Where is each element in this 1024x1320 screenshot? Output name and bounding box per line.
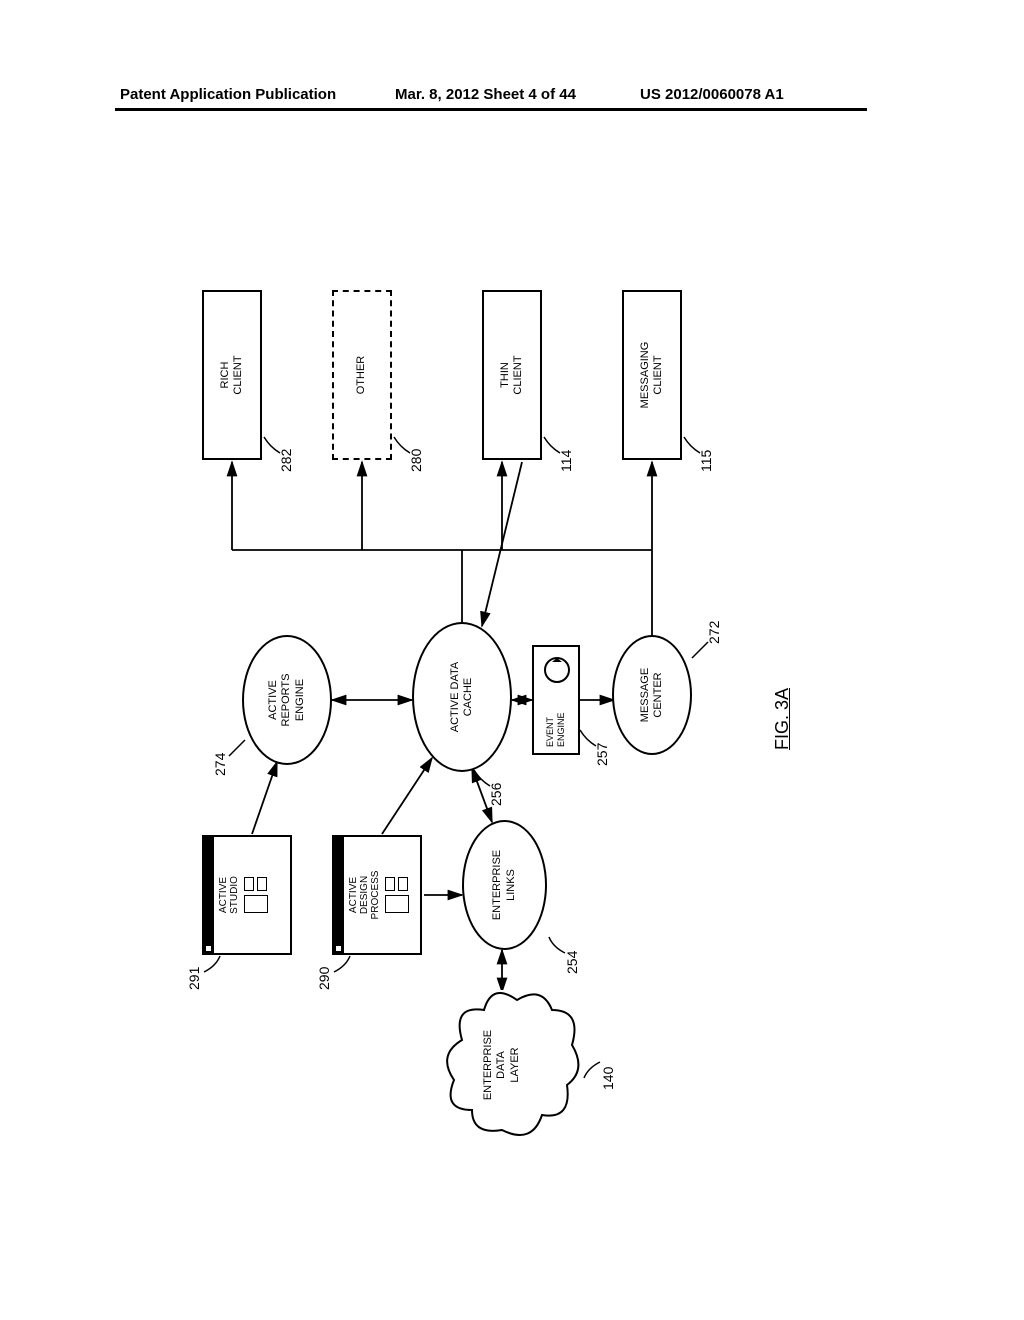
node-active-reports-engine: ACTIVE REPORTS ENGINE (242, 635, 332, 765)
node-label: ACTIVE DATA CACHE (449, 662, 475, 733)
node-messaging-client: MESSAGING CLIENT (622, 290, 682, 460)
ref-272: 272 (706, 621, 722, 644)
node-other: OTHER (332, 290, 392, 460)
node-label: RICH CLIENT (219, 355, 245, 394)
lead-icon (582, 1060, 602, 1080)
ref-291: 291 (186, 967, 202, 990)
node-label: ENTERPRISE DATA LAYER (482, 1030, 522, 1100)
node-active-data-cache: ACTIVE DATA CACHE (412, 622, 512, 772)
ref-282: 282 (278, 449, 294, 472)
hdr-docno: US 2012/0060078 A1 (640, 86, 784, 103)
node-label: THIN CLIENT (499, 355, 525, 394)
figure-canvas: ENTERPRISE DATA LAYER ENTERPRISE LINKS A… (172, 250, 852, 1150)
ref-274: 274 (212, 753, 228, 776)
figure-label: FIG. 3A (772, 688, 793, 750)
node-label: EVENT ENGINE (545, 712, 567, 747)
node-enterprise-links: ENTERPRISE LINKS (462, 820, 547, 950)
node-label: ACTIVE REPORTS ENGINE (267, 674, 307, 727)
node-active-studio: ACTIVE STUDIO (202, 835, 292, 955)
ref-114: 114 (558, 450, 574, 472)
lead-icon (227, 738, 247, 758)
node-label: ACTIVE STUDIO (218, 843, 240, 947)
node-event-engine: EVENT ENGINE (532, 645, 580, 755)
node-label: OTHER (355, 356, 368, 395)
node-enterprise-data-layer: ENTERPRISE DATA LAYER (422, 990, 582, 1140)
node-thin-client: THIN CLIENT (482, 290, 542, 460)
ref-115: 115 (698, 450, 714, 472)
ref-256: 256 (488, 783, 504, 806)
ref-257: 257 (594, 743, 610, 766)
node-label: ENTERPRISE LINKS (491, 850, 517, 920)
hdr-pub: Patent Application Publication (120, 86, 336, 103)
ref-140: 140 (600, 1067, 616, 1090)
node-label: ACTIVE DESIGN PROCESS (348, 843, 381, 947)
node-rich-client: RICH CLIENT (202, 290, 262, 460)
hdr-date: Mar. 8, 2012 Sheet 4 of 44 (395, 86, 576, 103)
ref-290: 290 (316, 967, 332, 990)
hdr-rule (115, 108, 867, 111)
node-label: MESSAGING CLIENT (639, 342, 665, 409)
lead-icon (332, 954, 352, 974)
ref-280: 280 (408, 449, 424, 472)
node-label: MESSAGE CENTER (639, 668, 665, 722)
ref-254: 254 (564, 951, 580, 974)
node-message-center: MESSAGE CENTER (612, 635, 692, 755)
cycle-icon (540, 653, 574, 687)
lead-icon (202, 954, 222, 974)
node-active-design-process: ACTIVE DESIGN PROCESS (332, 835, 422, 955)
